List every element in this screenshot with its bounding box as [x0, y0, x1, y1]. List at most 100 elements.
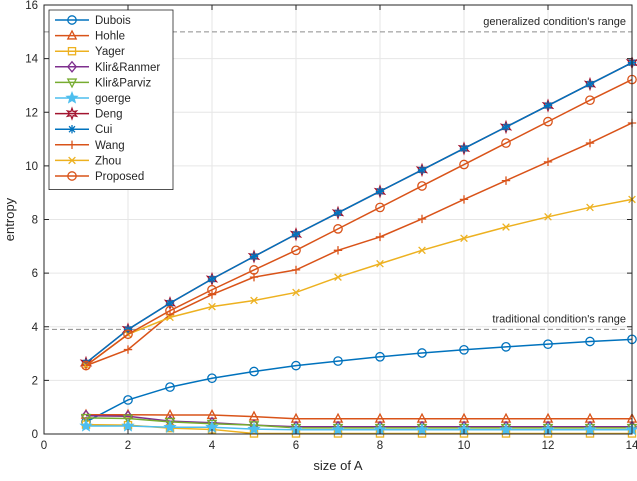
data-point-goerge: [499, 422, 513, 436]
data-point-cui: [207, 274, 217, 284]
legend-label: Klir&Parviz: [95, 77, 151, 89]
marker-stroke: [586, 80, 594, 88]
y-tick-label: 14: [25, 54, 38, 66]
x-tick-label: 14: [626, 440, 637, 452]
x-axis-label: size of A: [313, 458, 362, 473]
legend-label: Dubois: [95, 15, 131, 27]
data-point-cui: [417, 165, 427, 175]
data-point-zhou: [544, 212, 552, 221]
data-point-proposed: [585, 95, 595, 106]
marker-stroke: [544, 102, 552, 109]
data-point-proposed: [459, 159, 469, 170]
data-point-dubois: [123, 395, 133, 405]
series-line-cui: [85, 61, 633, 364]
marker-stroke: [502, 123, 510, 131]
x-tick-label: 0: [41, 440, 47, 452]
legend-entry-klir-ranmer: Klir&Ranmer: [55, 60, 160, 74]
data-point-cui: [501, 122, 511, 132]
y-axis-label: entropy: [2, 197, 17, 241]
data-point-proposed: [501, 138, 511, 148]
legend-marker: [67, 171, 77, 181]
data-point-wang: [585, 138, 595, 148]
data-point-dubois: [543, 339, 553, 350]
data-point-dubois: [207, 373, 217, 384]
series-zhou: [82, 195, 636, 370]
legend-marker: [67, 15, 77, 25]
data-point-proposed: [333, 224, 343, 234]
series-line-hohle: [86, 413, 632, 420]
legend-marker: [65, 106, 79, 121]
reference-line-label: traditional condition's range: [492, 313, 626, 325]
data-point-cui: [585, 79, 595, 89]
data-point-dubois: [459, 344, 469, 355]
y-tick-label: 10: [25, 161, 38, 173]
tick-labels: 0 2 4 6 8 10 12 14 0 2 4 6 8 10 12 14 16: [25, 0, 637, 452]
y-tick-label: 4: [32, 322, 39, 334]
data-point-cui: [291, 230, 301, 239]
legend-entry-proposed: Proposed: [55, 171, 144, 183]
legend-marker: [66, 60, 78, 73]
data-point-cui: [375, 187, 385, 196]
data-point-goerge: [583, 422, 597, 436]
marker-stroke: [376, 187, 384, 195]
x-tick-label: 12: [542, 440, 555, 452]
data-point-zhou: [292, 288, 300, 297]
y-tick-label: 0: [32, 429, 38, 441]
series-line-proposed: [85, 78, 633, 367]
series-line-zhou: [85, 198, 633, 367]
data-point-proposed: [249, 265, 259, 275]
data-point-dubois: [375, 351, 385, 362]
data-point-proposed: [123, 329, 133, 340]
marker-stroke: [208, 275, 216, 283]
legend-label: Klir&Ranmer: [95, 62, 160, 74]
data-point-proposed: [543, 116, 553, 127]
data-point-wang: [501, 176, 511, 185]
legend: Dubois Hohle Yager Klir&Ranmer Klir&Parviz go…: [48, 9, 174, 191]
marker-stroke: [68, 125, 76, 133]
data-point-cui: [459, 144, 469, 153]
legend-label: Hohle: [95, 31, 125, 43]
y-tick-label: 8: [32, 215, 38, 227]
data-point-klir-parviz: [122, 414, 134, 425]
data-point-klir-parviz: [80, 413, 92, 424]
data-point-zhou: [250, 296, 258, 305]
y-tick-label: 16: [25, 0, 38, 12]
marker-stroke: [460, 145, 468, 152]
data-point-dubois: [585, 336, 595, 347]
marker-stroke: [166, 299, 174, 307]
legend-entry-klir-parviz: Klir&Parviz: [55, 77, 151, 89]
data-point-dubois: [417, 348, 427, 358]
data-point-cui: [333, 208, 343, 217]
x-tick-label: 2: [125, 440, 131, 452]
legend-entry-hohle: Hohle: [55, 29, 125, 43]
data-point-proposed: [291, 245, 301, 256]
marker-stroke: [292, 230, 300, 238]
x-tick-label: 4: [209, 440, 216, 452]
legend-entry-zhou: Zhou: [55, 155, 121, 167]
x-tick-label: 8: [377, 440, 383, 452]
data-point-goerge: [415, 422, 429, 436]
legend-entry-yager: Yager: [55, 46, 125, 58]
data-point-zhou: [208, 302, 216, 311]
x-tick-label: 10: [458, 440, 471, 452]
legend-marker: [65, 91, 79, 104]
data-point-wang: [459, 195, 469, 204]
data-point-klir-parviz: [248, 421, 260, 432]
marker-stroke: [334, 209, 342, 217]
legend-marker: [67, 140, 77, 149]
series-line-klir-parviz: [85, 417, 632, 429]
data-point-proposed: [165, 305, 175, 316]
series-line-wang: [85, 122, 633, 367]
series-line-goerge: [86, 425, 632, 431]
data-point-zhou: [166, 313, 174, 322]
legend-marker: [67, 125, 77, 134]
marker-stroke: [418, 166, 426, 174]
legend-label: Wang: [95, 140, 125, 152]
data-point-goerge: [331, 422, 345, 436]
y-tick-label: 2: [32, 375, 38, 387]
legend-entry-deng: Deng: [55, 106, 123, 121]
series-proposed: [81, 74, 637, 371]
data-point-wang: [375, 232, 385, 242]
